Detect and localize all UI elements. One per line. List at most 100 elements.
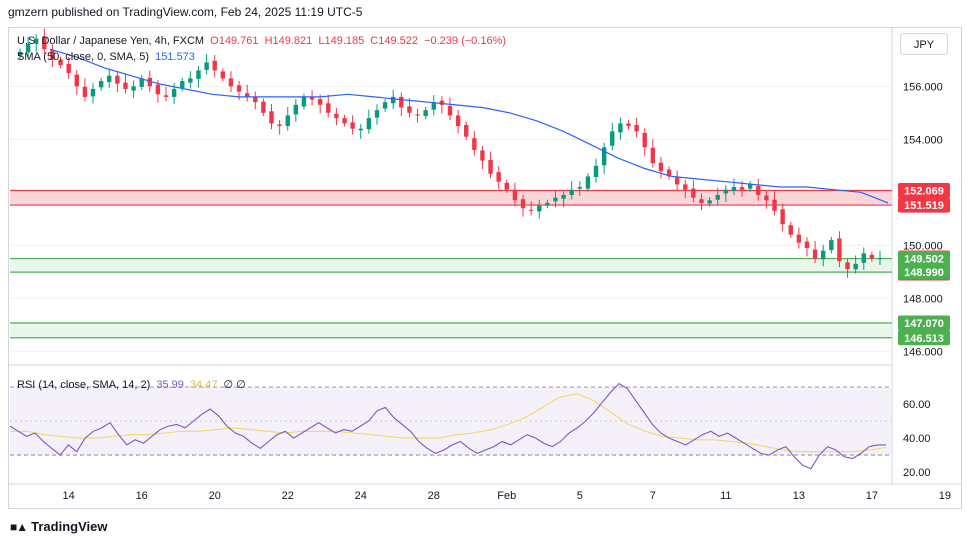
tradingview-logo: ■▲ TradingView <box>10 519 107 534</box>
legend-close: C149.522 <box>370 35 419 47</box>
candle-body <box>764 195 769 201</box>
rsi-tick-label: 20.00 <box>903 467 931 479</box>
candle-body <box>739 187 745 190</box>
candle-body <box>715 194 720 200</box>
candle-body <box>17 51 23 56</box>
candle-body <box>382 102 388 109</box>
rsi-label[interactable]: RSI (14, close, SMA, 14, 2) <box>17 379 151 391</box>
rsi-extra: ∅ ∅ <box>223 379 246 391</box>
candle-body <box>90 88 96 97</box>
price-tick-label: 146.000 <box>903 346 943 358</box>
candle-body <box>520 199 526 209</box>
price-tick-label: 154.000 <box>903 134 943 146</box>
candle-body <box>877 258 883 260</box>
candle-body <box>837 238 842 262</box>
sma-line <box>49 48 889 204</box>
candle-body <box>610 131 615 146</box>
candle-body <box>861 253 866 263</box>
candle-body <box>829 240 834 251</box>
candle-body <box>171 88 177 97</box>
candle-body <box>674 177 680 185</box>
candle-body <box>253 97 258 103</box>
candle-body <box>366 118 372 130</box>
time-tick-label: 14 <box>63 490 75 502</box>
price-label-text: 146.513 <box>904 333 944 345</box>
candle-body <box>431 102 436 110</box>
candle-body <box>561 194 566 199</box>
candle-body <box>25 43 31 53</box>
candle-body <box>747 184 753 189</box>
candle-body <box>82 86 88 97</box>
candle-body <box>155 84 161 95</box>
tradingview-logo-icon: ■▲ <box>10 520 28 534</box>
publish-info: gmzern published on TradingView.com, Feb… <box>8 5 363 19</box>
price-label-text: 149.502 <box>904 254 944 266</box>
candle-body <box>626 123 631 127</box>
candle-body <box>42 37 47 50</box>
candle-body <box>188 78 193 83</box>
candle-body <box>821 250 826 260</box>
price-label-text: 152.069 <box>904 186 944 198</box>
candle-body <box>780 209 785 225</box>
sma-value: 151.573 <box>155 51 195 63</box>
candle-body <box>334 113 339 119</box>
sma-label[interactable]: SMA (50, close, 0, SMA, 5) <box>17 51 150 63</box>
candle-body <box>220 71 226 79</box>
candle-body <box>139 78 144 87</box>
price-label-box <box>898 197 950 213</box>
candle-body <box>58 59 63 66</box>
candle-body <box>131 86 136 91</box>
currency-button[interactable]: JPY <box>900 33 948 55</box>
candle-body <box>788 225 793 235</box>
symbol-name[interactable]: U.S. Dollar / Japanese Yen, 4h, FXCM <box>17 35 205 47</box>
candle-body <box>261 101 266 113</box>
rsi-value: 35.99 <box>156 379 184 391</box>
candle-body <box>796 234 802 243</box>
candle-body <box>650 147 656 164</box>
candle-body <box>277 124 282 127</box>
candle-body <box>350 122 355 129</box>
price-label-text: 148.990 <box>904 267 944 279</box>
candle-body <box>423 110 428 116</box>
sma-legend: SMA (50, close, 0, SMA, 5) 151.573 <box>17 51 198 63</box>
support-zone <box>10 323 892 338</box>
candle-body <box>804 241 810 248</box>
ohlc-legend: U.S. Dollar / Japanese Yen, 4h, FXCM O14… <box>17 35 509 47</box>
candle-body <box>293 104 299 115</box>
candle-body <box>569 189 574 195</box>
candle-body <box>772 199 777 211</box>
candle-body <box>707 200 712 204</box>
candle-body <box>204 62 209 70</box>
candle-body <box>756 185 761 195</box>
candle-body <box>593 165 599 177</box>
candle-body <box>309 97 315 100</box>
price-label-text: 147.070 <box>904 318 944 330</box>
candle-body <box>374 110 380 118</box>
candle-body <box>601 147 607 166</box>
candle-body <box>480 150 485 161</box>
price-label-box <box>898 330 950 346</box>
price-label-box <box>898 315 950 331</box>
candle-body <box>642 132 647 148</box>
candle-body <box>537 205 542 212</box>
candle-body <box>34 38 39 44</box>
time-tick-label: 11 <box>720 490 731 502</box>
legend-high: H149.821 <box>264 35 313 47</box>
candle-body <box>869 254 875 259</box>
candle-body <box>317 99 323 105</box>
candle-body <box>269 111 274 124</box>
rsi-legend: RSI (14, close, SMA, 14, 2) 35.99 34.47 … <box>17 378 249 391</box>
price-label-box <box>898 264 950 280</box>
brand-text: TradingView <box>31 519 108 534</box>
price-label-box <box>898 251 950 267</box>
candle-body <box>147 77 153 87</box>
chart-frame <box>8 27 962 509</box>
price-tick-label: 156.000 <box>903 81 943 93</box>
candle-body <box>439 100 445 105</box>
rsi-sma-value: 34.47 <box>189 379 218 391</box>
candle-body <box>415 114 420 116</box>
price-tick-label: 148.000 <box>903 293 943 305</box>
candle-body <box>447 105 453 116</box>
candle-body <box>326 103 331 113</box>
